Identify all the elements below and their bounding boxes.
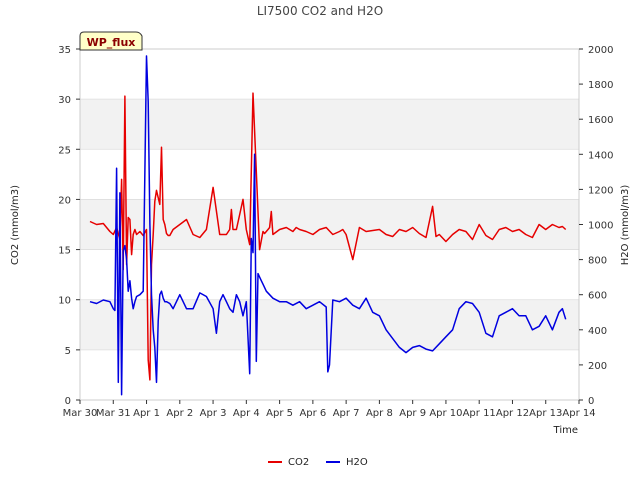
y-tick-label-5: 25 — [58, 145, 71, 156]
site-tag-box — [79, 31, 143, 51]
y2-tick-label-8: 1600 — [588, 115, 613, 126]
y-tick-label-1: 5 — [65, 346, 71, 357]
series-line-h2o — [89, 55, 567, 396]
y-tick-label-6: 30 — [58, 95, 71, 106]
legend-label-co2: CO2 — [288, 457, 309, 468]
x-axis-title: Time — [553, 425, 578, 436]
y2-tick-label-2: 400 — [588, 326, 607, 337]
y2-tick-label-0: 0 — [588, 396, 594, 407]
band-2 — [80, 99, 579, 150]
x-tick-label-4: Apr 3 — [200, 408, 227, 419]
y-tick-label-3: 15 — [58, 246, 71, 257]
x-tick-label-15: Apr 14 — [562, 408, 595, 419]
x-tick-label-13: Apr 12 — [496, 408, 529, 419]
y2-tick-label-3: 600 — [588, 291, 607, 302]
x-tick-label-1: Mar 31 — [96, 408, 131, 419]
legend: CO2 H2O — [268, 457, 368, 468]
y2-tick-label-1: 200 — [588, 361, 607, 372]
x-tick-label-3: Apr 2 — [166, 408, 193, 419]
background-bands — [80, 99, 579, 350]
y2-tick-label-5: 1000 — [588, 221, 613, 232]
x-tick-label-11: Apr 10 — [429, 408, 462, 419]
y2-tick-label-7: 1400 — [588, 150, 613, 161]
x-tick-label-8: Apr 7 — [333, 408, 360, 419]
x-tick-label-7: Apr 6 — [299, 408, 326, 419]
x-tick-label-10: Apr 9 — [399, 408, 426, 419]
y-tick-label-0: 0 — [65, 396, 71, 407]
x-tick-label-2: Apr 1 — [133, 408, 160, 419]
series-line-co2 — [89, 92, 567, 381]
y-axis-title: CO2 (mmol/m3) — [10, 185, 21, 265]
x-tick-label-12: Apr 11 — [463, 408, 496, 419]
site-tag: WP_flux — [79, 31, 143, 51]
y2-tick-label-6: 1200 — [588, 185, 613, 196]
y2-tick-label-10: 2000 — [588, 45, 613, 56]
x-tick-label-9: Apr 8 — [366, 408, 393, 419]
series-layer — [89, 55, 567, 396]
y2-axis-title: H2O (mmol/m3) — [620, 185, 631, 266]
x-tick-label-6: Apr 5 — [266, 408, 293, 419]
x-tick-label-5: Apr 4 — [233, 408, 260, 419]
legend-label-h2o: H2O — [346, 457, 368, 468]
chart-title: LI7500 CO2 and H2O — [257, 4, 383, 18]
y2-tick-label-4: 800 — [588, 256, 607, 267]
x-tick-label-0: Mar 30 — [63, 408, 98, 419]
site-tag-label: WP_flux — [87, 36, 136, 49]
x-tick-label-14: Apr 13 — [529, 408, 562, 419]
y-tick-label-4: 20 — [58, 195, 71, 206]
y2-tick-label-9: 1800 — [588, 80, 613, 91]
y-tick-label-7: 35 — [58, 45, 71, 56]
y-tick-label-2: 10 — [58, 296, 71, 307]
